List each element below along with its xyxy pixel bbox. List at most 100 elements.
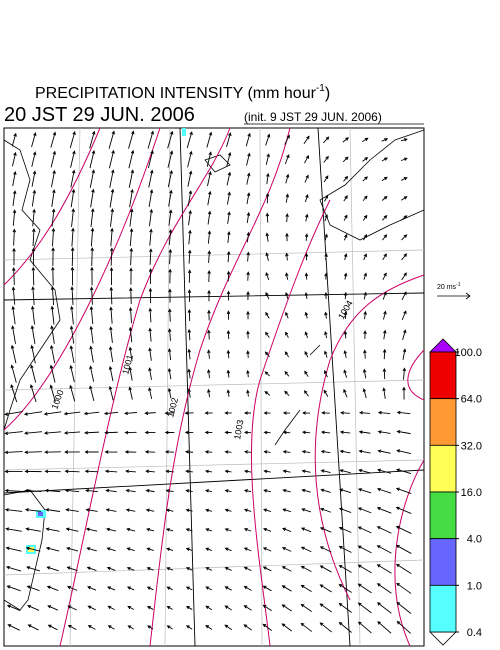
- wind-arrow: [304, 154, 310, 164]
- wind-arrow: [207, 289, 211, 302]
- wind-arrow: [362, 137, 369, 143]
- wind-arrow: [187, 328, 192, 341]
- wind-arrow: [402, 386, 406, 400]
- wind-arrow: [185, 605, 193, 610]
- wind-arrow: [281, 585, 292, 592]
- wind-arrow: [108, 385, 114, 401]
- wind-arrow: [50, 305, 55, 325]
- wind-arrow: [103, 411, 119, 416]
- wind-arrow: [363, 272, 367, 280]
- wind-arrow: [304, 350, 309, 358]
- wind-arrow: [32, 208, 36, 227]
- wind-arrow: [168, 308, 172, 322]
- wind-arrow: [67, 605, 77, 611]
- wind-arrow: [300, 527, 312, 533]
- wind-arrow: [168, 268, 172, 284]
- wind-arrow: [89, 345, 94, 363]
- wind-arrow: [358, 488, 372, 494]
- wind-arrow: [147, 625, 154, 630]
- wind-arrow: [395, 544, 412, 554]
- wind-arrow: [31, 170, 37, 187]
- wind-arrow: [144, 430, 156, 435]
- wind-arrow: [207, 171, 212, 187]
- wind-arrow: [357, 564, 372, 574]
- wind-arrow: [46, 585, 59, 591]
- wind-arrow: [104, 469, 118, 474]
- wind-arrow: [187, 170, 193, 187]
- wind-arrow: [358, 449, 371, 454]
- wind-arrow: [400, 138, 408, 142]
- wind-arrow: [50, 131, 57, 148]
- wind-arrow: [45, 508, 61, 512]
- wind-arrow: [145, 469, 155, 474]
- wind-arrow: [4, 450, 23, 455]
- contour-label: 1003: [232, 419, 245, 440]
- wind-arrow: [338, 602, 352, 613]
- wind-arrow: [246, 251, 250, 262]
- wind-arrow: [205, 605, 213, 611]
- wind-arrow: [148, 347, 152, 361]
- colorbar-label: 32.0: [461, 440, 482, 452]
- wind-arrow: [4, 508, 23, 512]
- wind-arrow: [25, 527, 41, 532]
- wind-arrow: [342, 156, 349, 163]
- title-exponent: -1: [316, 83, 325, 94]
- wind-arrow: [69, 384, 76, 402]
- wind-arrow: [266, 172, 270, 185]
- wind-arrow: [304, 370, 309, 377]
- wind-arrow: [339, 449, 351, 454]
- wind-arrow: [302, 411, 310, 415]
- wind-arrow: [282, 469, 291, 474]
- wind-arrow: [109, 188, 115, 208]
- wind-arrow: [86, 547, 97, 552]
- wind-arrow: [44, 450, 61, 454]
- wind-arrow: [45, 527, 60, 532]
- wind-arrow: [396, 410, 411, 415]
- wind-arrow: [377, 410, 391, 415]
- colorbar-segment: [429, 398, 457, 446]
- wind-arrow: [129, 188, 134, 208]
- wind-arrow: [362, 214, 368, 221]
- wind-arrow: [224, 450, 232, 454]
- wind-arrow: [90, 266, 94, 286]
- wind-arrow: [376, 602, 392, 614]
- wind-arrow: [339, 469, 351, 474]
- wind-arrow: [69, 325, 75, 344]
- wind-arrow: [148, 287, 153, 304]
- wind-arrow: [282, 450, 291, 454]
- wind-arrow: [187, 368, 191, 379]
- wind-arrow: [84, 469, 99, 474]
- wind-arrow: [301, 450, 311, 454]
- wind-arrow: [164, 450, 175, 454]
- wind-arrow: [300, 622, 313, 632]
- wind-arrow: [304, 194, 309, 203]
- wind-arrow: [144, 411, 156, 415]
- wind-arrow: [5, 565, 22, 572]
- wind-arrow: [265, 311, 270, 319]
- wind-arrow: [23, 431, 43, 435]
- wind-arrow: [304, 331, 308, 338]
- wind-arrow: [168, 189, 173, 207]
- wind-arrow: [12, 170, 17, 187]
- wind-arrow: [243, 605, 252, 611]
- wind-arrow: [401, 291, 407, 301]
- wind-arrow: [89, 286, 94, 305]
- wind-arrow: [89, 306, 94, 325]
- wind-arrow: [12, 151, 17, 167]
- wind-arrow: [90, 188, 95, 208]
- wind-arrow: [10, 344, 17, 364]
- wind-arrow: [300, 603, 312, 612]
- wind-arrow: [319, 622, 332, 633]
- wind-arrow: [104, 430, 118, 435]
- wind-arrow: [401, 272, 407, 281]
- rain-cell: [38, 512, 43, 516]
- wind-arrow: [343, 233, 348, 241]
- wind-arrow: [30, 325, 36, 344]
- wind-arrow: [224, 430, 232, 435]
- colorbar-segment: [429, 491, 457, 540]
- wind-arrow: [32, 228, 36, 247]
- wind-arrow: [300, 546, 312, 553]
- title-close: ): [325, 85, 330, 102]
- wind-arrow: [126, 527, 136, 532]
- wind-arrow: [324, 291, 328, 300]
